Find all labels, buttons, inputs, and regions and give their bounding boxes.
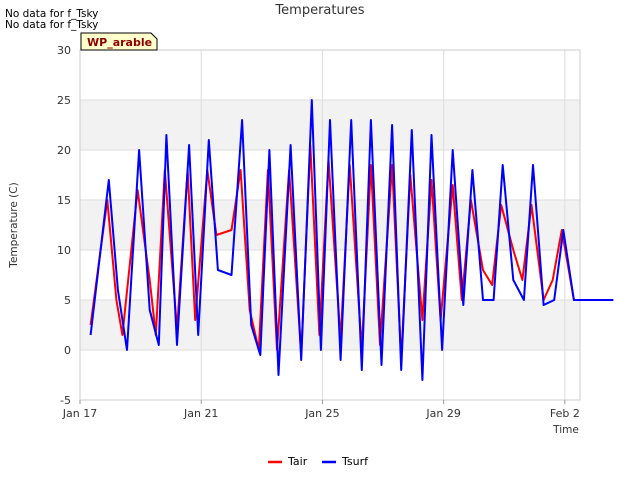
y-tick-label: -5 — [60, 394, 71, 407]
x-tick-label: Jan 17 — [62, 407, 97, 420]
y-axis-title: Temperature (C) — [8, 182, 20, 268]
y-tick-label: 30 — [57, 44, 71, 57]
no-data-note-1: No data for f_Tsky — [5, 8, 99, 20]
plot-frame — [79, 49, 581, 401]
y-tick-label: 25 — [57, 94, 71, 107]
x-tick-label: Jan 21 — [183, 407, 218, 420]
grid-band — [80, 300, 580, 350]
y-tick-label: 5 — [64, 294, 71, 307]
legend: Tair Tsurf — [268, 455, 369, 468]
wp-arable-badge: WP_arable — [80, 32, 158, 51]
y-tick-label: 10 — [57, 244, 71, 257]
badge-label: WP_arable — [87, 36, 152, 49]
legend-label-tair: Tair — [287, 455, 308, 468]
grid-band — [80, 200, 580, 250]
y-tick-label: 15 — [57, 194, 71, 207]
y-tick-label: 20 — [57, 144, 71, 157]
no-data-note-2: No data for f_Tsky — [5, 19, 99, 31]
legend-label-tsurf: Tsurf — [341, 455, 369, 468]
chart-title: Temperatures — [274, 3, 364, 18]
x-tick-label: Jan 25 — [304, 407, 339, 420]
badge-shape — [80, 32, 158, 51]
x-axis-title: Time — [552, 424, 579, 436]
y-tick-label: 0 — [64, 344, 71, 357]
x-tick-label: Feb 2 — [550, 407, 580, 420]
x-tick-label: Jan 29 — [425, 407, 460, 420]
series-line-tsurf — [89, 99, 614, 381]
